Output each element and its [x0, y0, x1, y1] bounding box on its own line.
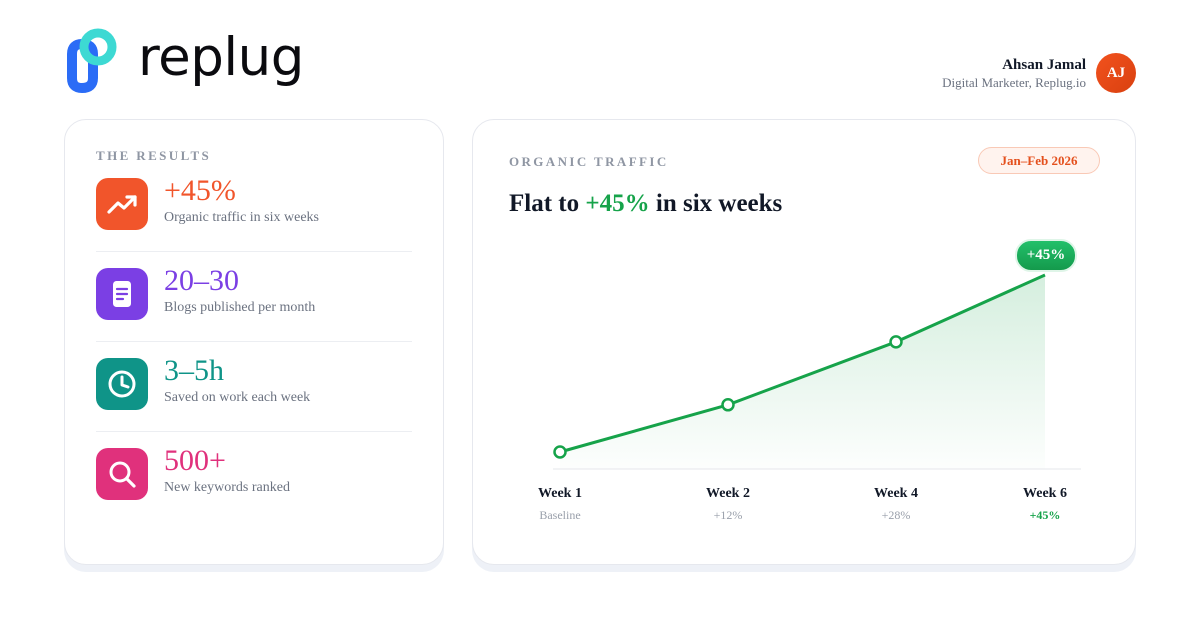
divider [96, 341, 412, 342]
stat-item: +45% Organic traffic in six weeks [96, 174, 412, 268]
stat-item: 20–30 Blogs published per month [96, 264, 412, 358]
user-name: Ahsan Jamal [1002, 57, 1086, 73]
x-tick-label: Week 4 [874, 486, 918, 501]
user-profile[interactable]: Ahsan Jamal Digital Marketer, Replug.io … [942, 53, 1136, 93]
divider [96, 251, 412, 252]
user-role: Digital Marketer, Replug.io [942, 75, 1086, 90]
x-tick-label: Week 6 [1023, 486, 1067, 501]
stat-value: 3–5h [164, 354, 224, 387]
stat-description: Organic traffic in six weeks [164, 210, 319, 225]
stat-item: 500+ New keywords ranked [96, 444, 412, 538]
stat-description: New keywords ranked [164, 480, 290, 495]
data-point[interactable] [889, 335, 903, 349]
trend-up-icon [96, 178, 148, 230]
stat-value: 500+ [164, 444, 226, 477]
results-card: THE RESULTS +45% Organic traffic in six … [64, 119, 444, 565]
results-label: THE RESULTS [96, 148, 212, 163]
stat-item: 3–5h Saved on work each week [96, 354, 412, 448]
peak-label: +45% [1015, 239, 1077, 272]
period-badge: Jan–Feb 2026 [978, 147, 1100, 174]
series-line [559, 273, 1046, 454]
search-icon [96, 448, 148, 500]
data-label: +12% [713, 508, 743, 522]
stat-description: Blogs published per month [164, 300, 316, 315]
data-point[interactable] [721, 398, 735, 412]
data-label: Baseline [539, 508, 581, 522]
x-tick-label: Week 2 [706, 486, 750, 501]
x-tick-label: Week 1 [538, 486, 582, 501]
headline-text: Flat to [509, 190, 580, 217]
headline-text: in six weeks [655, 190, 783, 217]
replug-logo-icon [67, 28, 117, 94]
document-icon [96, 268, 148, 320]
traffic-card: ORGANIC TRAFFIC Jan–Feb 2026 Flat to +45… [472, 119, 1136, 565]
clock-icon [96, 358, 148, 410]
traffic-line-chart [553, 273, 1081, 470]
headline-highlight: +45% [585, 190, 650, 217]
data-label: +28% [881, 508, 911, 522]
avatar[interactable]: AJ [1096, 53, 1136, 93]
data-label: +45% [1029, 508, 1061, 522]
data-point[interactable] [553, 445, 567, 459]
stat-value: 20–30 [164, 264, 239, 297]
brand-name: replug [138, 26, 304, 88]
stat-description: Saved on work each week [164, 390, 311, 405]
traffic-label: ORGANIC TRAFFIC [509, 154, 669, 169]
stat-value: +45% [164, 174, 236, 207]
divider [96, 431, 412, 432]
chart-headline: Flat to +45% in six weeks [509, 190, 782, 218]
brand-logo[interactable]: replug [62, 26, 304, 96]
chart-area [560, 275, 1045, 469]
